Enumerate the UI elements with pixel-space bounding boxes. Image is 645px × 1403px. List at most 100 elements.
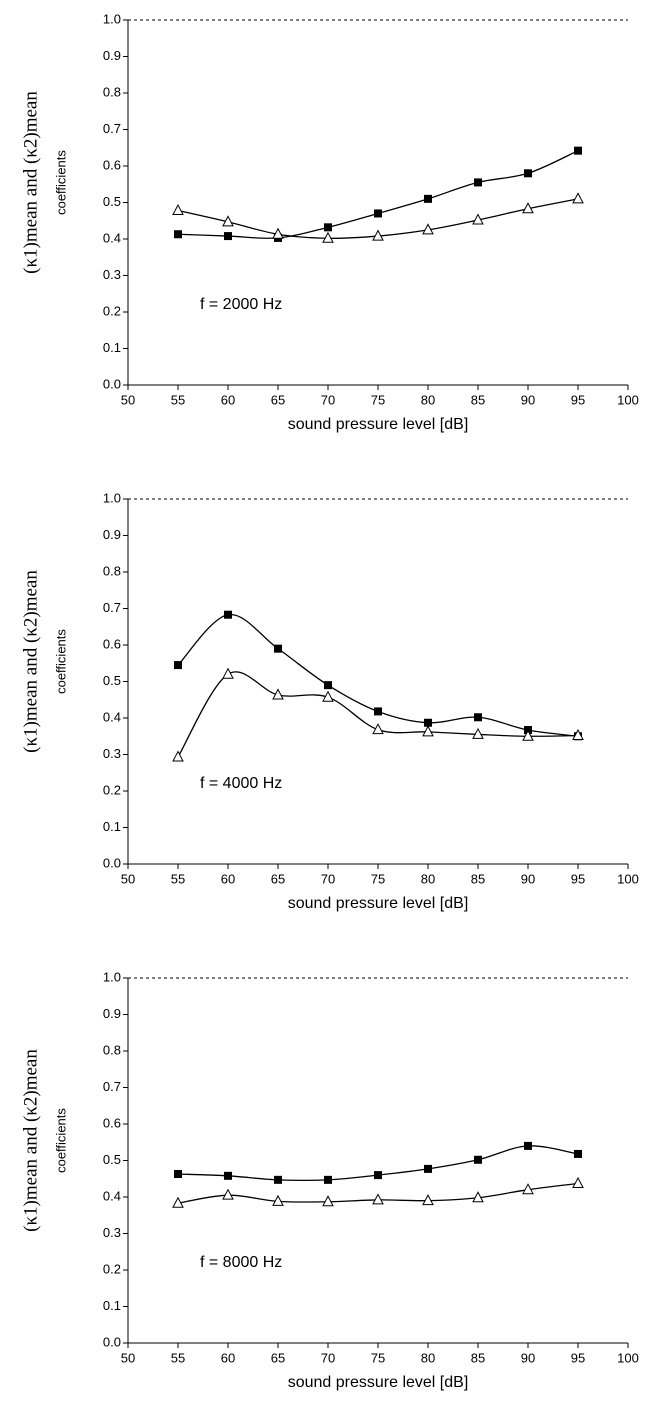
- y-tick-label: 0.9: [103, 48, 121, 63]
- y-tick-label: 0.7: [103, 121, 121, 136]
- x-tick-label: 50: [121, 1350, 135, 1365]
- triangle-marker: [472, 727, 484, 739]
- annotation: f = 2000 Hz: [200, 296, 282, 313]
- x-tick-label: 70: [321, 1350, 335, 1365]
- square-marker: [374, 1171, 382, 1180]
- square-marker: [174, 661, 182, 670]
- triangle-marker: [372, 229, 384, 241]
- x-tick-label: 100: [617, 871, 639, 886]
- square-marker: [524, 169, 532, 178]
- triangle-marker: [272, 1194, 284, 1206]
- triangle-marker: [522, 1183, 534, 1195]
- triangle-marker: [472, 213, 484, 225]
- y-tick-label: 0.1: [103, 340, 121, 355]
- y-tick-label: 0.3: [103, 746, 121, 761]
- x-tick-label: 75: [371, 1350, 385, 1365]
- y-axis-label: (κ1)mean and (κ2)mean: [20, 1049, 41, 1232]
- square-marker: [274, 644, 282, 653]
- triangle-marker: [422, 1194, 434, 1206]
- square-marker: [424, 194, 432, 203]
- x-tick-label: 85: [471, 1350, 485, 1365]
- square-marker: [374, 707, 382, 716]
- y-tick-label: 0.2: [103, 303, 121, 318]
- triangle-marker: [222, 667, 234, 679]
- x-tick-label: 100: [617, 392, 639, 407]
- y-tick-label: 0.9: [103, 1006, 121, 1021]
- triangle-marker: [272, 688, 284, 700]
- x-tick-label: 95: [571, 392, 585, 407]
- triangle-marker: [522, 729, 534, 741]
- square-marker: [574, 1149, 582, 1158]
- x-tick-label: 55: [171, 392, 185, 407]
- triangle-marker: [372, 723, 384, 735]
- triangle-marker: [522, 202, 534, 214]
- x-axis-label: sound pressure level [dB]: [288, 895, 469, 912]
- y-tick-label: 0.4: [103, 1188, 121, 1203]
- x-tick-label: 90: [521, 1350, 535, 1365]
- y-axis-label-2: coefficients: [53, 1108, 68, 1173]
- y-tick-label: 0.6: [103, 636, 121, 651]
- x-tick-label: 70: [321, 871, 335, 886]
- square-marker: [324, 223, 332, 232]
- y-tick-label: 1.0: [103, 11, 121, 26]
- triangle-marker: [322, 690, 334, 702]
- y-tick-label: 0.2: [103, 782, 121, 797]
- square-marker: [274, 1175, 282, 1184]
- y-tick-label: 1.0: [103, 490, 121, 505]
- x-tick-label: 65: [271, 871, 285, 886]
- triangle-marker: [222, 215, 234, 227]
- square-marker: [224, 610, 232, 619]
- series-line: [177, 614, 579, 737]
- triangle-marker: [172, 1196, 184, 1208]
- square-marker: [324, 1175, 332, 1184]
- triangle-marker: [172, 203, 184, 216]
- triangle-marker: [372, 1193, 384, 1205]
- x-tick-label: 55: [171, 871, 185, 886]
- square-marker: [174, 230, 182, 239]
- x-tick-label: 95: [571, 871, 585, 886]
- x-axis-label: sound pressure level [dB]: [288, 1374, 469, 1391]
- y-tick-label: 0.1: [103, 1298, 121, 1313]
- y-tick-label: 0.8: [103, 563, 121, 578]
- y-tick-label: 0.8: [103, 1042, 121, 1057]
- square-marker: [474, 1155, 482, 1164]
- x-tick-label: 65: [271, 392, 285, 407]
- y-tick-label: 0.6: [103, 157, 121, 172]
- y-tick-label: 0.7: [103, 600, 121, 615]
- y-tick-label: 1.0: [103, 969, 121, 984]
- x-tick-label: 85: [471, 871, 485, 886]
- x-tick-label: 80: [421, 871, 435, 886]
- x-tick-label: 70: [321, 392, 335, 407]
- series-line: [177, 150, 579, 239]
- y-tick-label: 0.8: [103, 84, 121, 99]
- y-tick-label: 0.6: [103, 1115, 121, 1130]
- series-line: [177, 671, 579, 758]
- triangle-marker: [472, 1191, 484, 1203]
- x-tick-label: 60: [221, 392, 235, 407]
- triangle-marker: [572, 1176, 584, 1188]
- y-axis-label-2: coefficients: [53, 150, 68, 215]
- y-tick-label: 0.0: [103, 1334, 121, 1349]
- triangle-marker: [322, 231, 334, 243]
- x-tick-label: 65: [271, 1350, 285, 1365]
- square-marker: [324, 681, 332, 690]
- x-tick-label: 95: [571, 1350, 585, 1365]
- x-tick-label: 85: [471, 392, 485, 407]
- x-axis-label: sound pressure level [dB]: [288, 416, 469, 433]
- x-tick-label: 80: [421, 392, 435, 407]
- y-tick-label: 0.1: [103, 819, 121, 834]
- y-tick-label: 0.4: [103, 230, 121, 245]
- square-marker: [524, 1141, 532, 1150]
- x-tick-label: 60: [221, 1350, 235, 1365]
- square-marker: [224, 1171, 232, 1180]
- x-tick-label: 50: [121, 871, 135, 886]
- y-tick-label: 0.7: [103, 1079, 121, 1094]
- y-tick-label: 0.3: [103, 1225, 121, 1240]
- triangle-marker: [172, 750, 184, 762]
- y-axis-label-2: coefficients: [53, 629, 68, 694]
- annotation: f = 4000 Hz: [200, 775, 282, 792]
- y-tick-label: 0.0: [103, 855, 121, 870]
- y-tick-label: 0.4: [103, 709, 121, 724]
- y-tick-label: 0.5: [103, 194, 121, 209]
